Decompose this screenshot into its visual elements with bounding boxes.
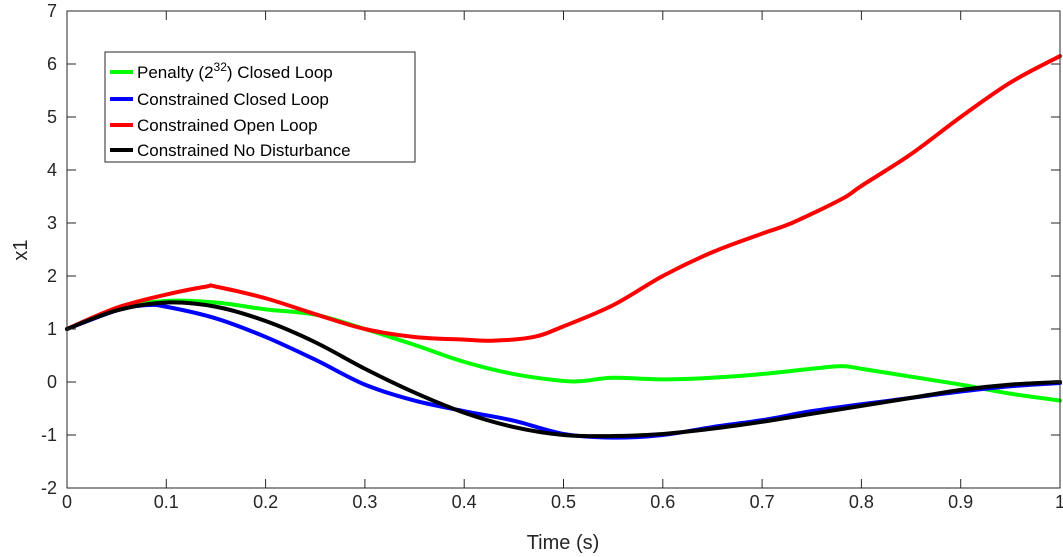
series-line-constrained-open [65, 54, 1062, 343]
y-tick-label: 2 [47, 266, 57, 286]
x-tick-label: 0.7 [750, 492, 775, 512]
y-tick-label: 3 [47, 213, 57, 233]
legend-label-constrained-closed: Constrained Closed Loop [137, 90, 329, 109]
legend-label-penalty-prefix: Penalty (2 [137, 63, 214, 82]
y-tick-label: -1 [41, 425, 57, 445]
plot-frame [66, 10, 1061, 489]
x-tick-label: 0.1 [154, 492, 179, 512]
x-tick-label: 1 [1055, 492, 1063, 512]
axis-ticks: 0 0.1 0.2 0.3 0.4 0.5 0.6 0.7 0.8 0.9 1 -2 -1 0 1 2 3 4 5 6… [41, 1, 1063, 512]
y-tick-label: 7 [47, 1, 57, 21]
y-tick-label: 1 [47, 319, 57, 339]
y-tick-label: 5 [47, 107, 57, 127]
y-tick-label: 6 [47, 54, 57, 74]
x-tick-label: 0 [62, 492, 72, 512]
y-tick-label: -2 [41, 478, 57, 498]
legend-box [104, 51, 416, 163]
x-tick-label: 0.4 [452, 492, 477, 512]
series-lines [65, 54, 1062, 440]
legend-label-constrained-open: Constrained Open Loop [137, 116, 318, 135]
legend: Penalty (232) Closed Loop Constrained Cl… [104, 51, 416, 163]
legend-label-constrained-nodist: Constrained No Disturbance [137, 141, 351, 160]
legend-label-penalty-suffix: ) Closed Loop [227, 63, 333, 82]
y-tick-label: 0 [47, 372, 57, 392]
x-tick-label: 0.9 [948, 492, 973, 512]
x-tick-label: 0.3 [352, 492, 377, 512]
y-tick-label: 4 [47, 160, 57, 180]
legend-label-penalty: Penalty (232) Closed Loop [137, 60, 333, 82]
series-line-penalty [65, 298, 1062, 403]
series-line-constrained-nodist [65, 300, 1062, 439]
x-axis-label: Time (s) [527, 532, 600, 554]
y-axis-label: x1 [10, 239, 32, 260]
x-tick-label: 0.6 [650, 492, 675, 512]
x-tick-label: 0.5 [551, 492, 576, 512]
x-tick-label: 0.8 [849, 492, 874, 512]
x-tick-label: 0.2 [253, 492, 278, 512]
legend-label-penalty-exponent: 32 [214, 60, 228, 74]
